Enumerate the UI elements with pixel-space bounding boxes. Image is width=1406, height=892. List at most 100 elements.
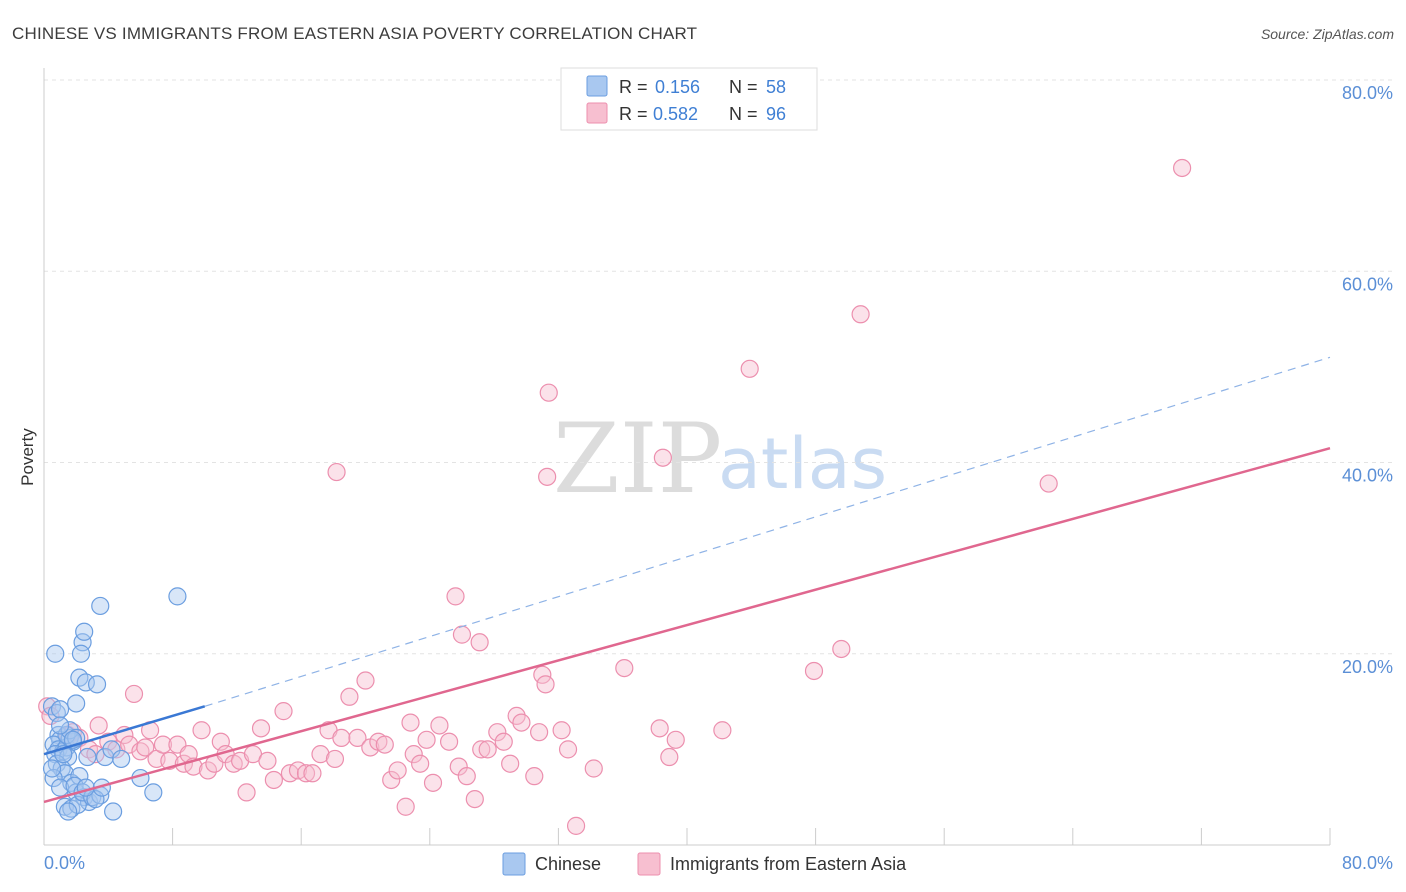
- immigrants-point: [584, 759, 603, 778]
- immigrants-point: [348, 728, 367, 748]
- immigrants-point: [851, 305, 870, 324]
- legend-r-value-chinese: 0.156: [655, 77, 700, 97]
- chinese-point: [168, 587, 187, 606]
- y-tick-label: 60.0%: [1342, 274, 1393, 294]
- chinese-trend-line: [43, 705, 206, 756]
- chart-title: CHINESE VS IMMIGRANTS FROM EASTERN ASIA …: [12, 24, 697, 43]
- trend-lines: [43, 356, 1331, 804]
- immigrants-point: [404, 745, 423, 764]
- immigrants-point: [340, 687, 359, 706]
- legend-n-value-chinese: 58: [766, 77, 786, 97]
- immigrants-point: [89, 716, 108, 735]
- immigrants-point: [530, 723, 549, 742]
- bottom-legend-label-chinese: Chinese: [535, 854, 601, 874]
- immigrants-point: [417, 730, 436, 749]
- y-tick-labels: 20.0% 40.0% 60.0% 80.0%: [1342, 83, 1393, 677]
- immigrants-point: [303, 764, 322, 783]
- immigrants-point: [533, 665, 552, 684]
- immigrants-point: [382, 770, 401, 790]
- immigrants-point: [615, 658, 634, 678]
- chinese-trend-dashed: [204, 356, 1331, 707]
- bottom-legend: Chinese Immigrants from Eastern Asia: [502, 852, 907, 876]
- immigrants-point: [566, 816, 586, 835]
- immigrants-point: [1173, 158, 1192, 178]
- immigrants-point: [660, 747, 679, 767]
- chinese-point: [71, 644, 91, 663]
- watermark-zip: ZIP: [553, 403, 722, 515]
- immigrants-point: [237, 783, 256, 802]
- legend-swatch-chinese: [586, 75, 608, 97]
- chart-source: Source: ZipAtlas.com: [1261, 26, 1394, 42]
- legend-r-label-chinese: R =: [619, 77, 648, 97]
- immigrants-point: [136, 738, 155, 757]
- immigrants-point: [525, 767, 544, 786]
- chinese-point: [46, 644, 65, 663]
- y-tick-label: 20.0%: [1342, 657, 1393, 677]
- legend: R = 0.156 N = 58 R = 0.582 N = 96: [560, 67, 818, 131]
- immigrants-point: [411, 754, 430, 773]
- immigrants-point: [501, 754, 520, 773]
- immigrants-point: [740, 359, 759, 378]
- immigrants-point: [536, 675, 555, 694]
- immigrants-point: [452, 625, 472, 644]
- chinese-points: [42, 587, 187, 821]
- immigrants-point: [457, 767, 476, 786]
- immigrants-point: [666, 730, 685, 749]
- watermark-atlas: atlas: [718, 423, 887, 505]
- immigrants-point: [258, 751, 277, 770]
- immigrants-point: [430, 716, 449, 735]
- immigrants-point: [1039, 474, 1058, 493]
- watermark: ZIP atlas: [553, 403, 887, 515]
- chinese-point: [104, 802, 123, 821]
- legend-n-label-immigrants: N =: [729, 104, 758, 124]
- immigrants-point: [124, 684, 144, 704]
- chinese-point: [144, 783, 163, 802]
- immigrants-point: [296, 764, 316, 783]
- bottom-legend-label-immigrants: Immigrants from Eastern Asia: [670, 854, 907, 874]
- immigrants-point: [538, 467, 557, 486]
- chinese-point: [67, 694, 86, 713]
- y-tick-label: 40.0%: [1342, 466, 1393, 486]
- immigrants-point: [552, 721, 571, 740]
- chinese-point: [78, 747, 97, 767]
- immigrants-point: [653, 448, 672, 467]
- immigrants-point: [446, 587, 465, 606]
- immigrants-point: [401, 713, 420, 732]
- legend-r-value-immigrants: 0.582: [653, 104, 698, 124]
- immigrants-point: [713, 721, 732, 740]
- immigrants-point: [311, 745, 330, 764]
- legend-n-value-immigrants: 96: [766, 104, 786, 124]
- chinese-point: [112, 749, 131, 769]
- chinese-point: [102, 740, 121, 759]
- immigrants-point: [470, 633, 489, 652]
- bottom-legend-swatch-chinese: [502, 852, 526, 876]
- immigrants-point: [375, 735, 394, 754]
- immigrants-point: [274, 702, 293, 721]
- y-axis-label: Poverty: [18, 428, 37, 486]
- legend-swatch-immigrants: [586, 102, 608, 124]
- immigrants-point: [512, 713, 531, 732]
- immigrants-point: [539, 383, 558, 402]
- legend-n-label-chinese: N =: [729, 77, 758, 97]
- immigrants-point: [478, 740, 497, 759]
- immigrants-point: [472, 740, 491, 759]
- x-ticks: [172, 828, 1331, 845]
- immigrants-point: [804, 661, 824, 681]
- chinese-point: [42, 759, 62, 778]
- bottom-legend-swatch-immigrants: [637, 852, 661, 876]
- immigrants-point: [198, 761, 218, 780]
- immigrants-point: [356, 671, 375, 690]
- immigrants-point: [439, 732, 459, 751]
- immigrants-point: [251, 719, 271, 738]
- chinese-point: [50, 716, 70, 735]
- immigrants-point: [465, 789, 484, 809]
- chinese-point: [87, 675, 107, 694]
- immigrants-point: [488, 723, 507, 742]
- chinese-point: [59, 802, 78, 821]
- x-tick-label-max: 80.0%: [1342, 853, 1393, 873]
- immigrants-point: [832, 639, 851, 659]
- immigrants-point: [558, 740, 578, 759]
- immigrants-point: [423, 773, 443, 792]
- chinese-point: [50, 700, 70, 719]
